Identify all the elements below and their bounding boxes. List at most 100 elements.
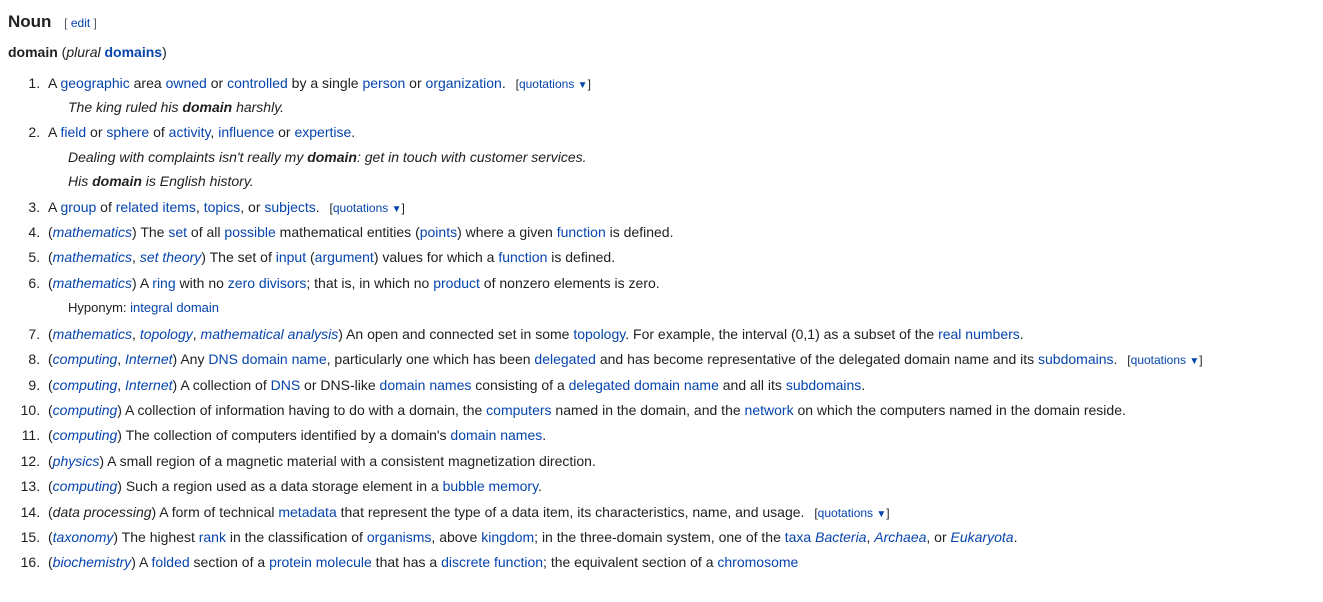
wikilink[interactable]: domain names	[450, 427, 542, 443]
context-link[interactable]: mathematics	[53, 249, 132, 265]
wikilink[interactable]: domain names	[380, 377, 472, 393]
context-link[interactable]: physics	[53, 453, 100, 469]
wikilink[interactable]: activity	[169, 124, 211, 140]
context-link[interactable]: mathematics	[53, 224, 132, 240]
wikilink[interactable]: possible	[224, 224, 275, 240]
definition-item: A field or sphere of activity, influence…	[44, 121, 1315, 192]
wikilink[interactable]: folded	[152, 554, 190, 570]
context-link[interactable]: topology	[140, 326, 193, 342]
quotations-toggle[interactable]: [quotations ▼]	[814, 506, 889, 520]
chevron-down-icon[interactable]: ▼	[578, 80, 588, 91]
wikilink[interactable]: person	[362, 75, 405, 91]
bracket-open: [	[64, 16, 71, 30]
wikilink[interactable]: delegated	[569, 377, 631, 393]
quotations-link[interactable]: quotations ▼	[519, 77, 588, 91]
wikilink[interactable]: sphere	[106, 124, 149, 140]
wikilink[interactable]: organization	[426, 75, 502, 91]
wikilink[interactable]: items	[162, 199, 195, 215]
headword-line: domain (plural domains)	[8, 41, 1315, 63]
definition-text: (physics) A small region of a magnetic m…	[48, 453, 596, 469]
context-link[interactable]: Bacteria	[815, 529, 866, 545]
wikilink[interactable]: domain name	[634, 377, 719, 393]
usage-example: The king ruled his domain harshly.	[68, 96, 1315, 118]
wikilink[interactable]: geographic	[60, 75, 129, 91]
wikilink[interactable]: set	[168, 224, 187, 240]
context-link[interactable]: Eukaryota	[951, 529, 1014, 545]
wikilink[interactable]: kingdom	[481, 529, 534, 545]
wikilink[interactable]: subdomains	[786, 377, 862, 393]
wikilink[interactable]: function	[494, 554, 543, 570]
quotations-link[interactable]: quotations ▼	[1131, 353, 1200, 367]
chevron-down-icon[interactable]: ▼	[876, 509, 886, 520]
context-link[interactable]: Archaea	[874, 529, 926, 545]
quotations-link[interactable]: quotations ▼	[818, 506, 887, 520]
wikilink[interactable]: subjects	[264, 199, 315, 215]
wikilink[interactable]: owned	[166, 75, 207, 91]
wikilink[interactable]: organisms	[367, 529, 432, 545]
context-link[interactable]: biochemistry	[53, 554, 132, 570]
chevron-down-icon[interactable]: ▼	[1189, 356, 1199, 367]
chevron-down-icon[interactable]: ▼	[392, 204, 402, 215]
context-link[interactable]: mathematics	[53, 326, 132, 342]
wikilink[interactable]: network	[745, 402, 794, 418]
wikilink[interactable]: chromosome	[717, 554, 798, 570]
quotations-toggle[interactable]: [quotations ▼]	[1127, 353, 1202, 367]
wikilink[interactable]: points	[420, 224, 457, 240]
wikilink[interactable]: domain name	[242, 351, 327, 367]
wikilink[interactable]: delegated	[534, 351, 596, 367]
wikilink[interactable]: DNS	[208, 351, 238, 367]
wikilink[interactable]: related	[116, 199, 159, 215]
quotations-link[interactable]: quotations ▼	[333, 201, 402, 215]
definition-item: (physics) A small region of a magnetic m…	[44, 450, 1315, 472]
wikilink[interactable]: function	[557, 224, 606, 240]
context-link[interactable]: mathematical analysis	[201, 326, 339, 342]
wikilink[interactable]: group	[60, 199, 96, 215]
context-link[interactable]: computing	[53, 377, 118, 393]
definition-text: A field or sphere of activity, influence…	[48, 124, 355, 140]
context-link[interactable]: Internet	[125, 351, 172, 367]
quotations-toggle[interactable]: [quotations ▼]	[516, 77, 591, 91]
edit-section: [ edit ]	[64, 16, 97, 30]
definition-item: (mathematics) A ring with no zero diviso…	[44, 272, 1315, 319]
context-link[interactable]: Internet	[125, 377, 172, 393]
wikilink[interactable]: ring	[152, 275, 175, 291]
wikilink[interactable]: rank	[199, 529, 226, 545]
edit-link[interactable]: edit	[71, 16, 90, 30]
wikilink[interactable]: metadata	[278, 504, 336, 520]
wikilink[interactable]: field	[60, 124, 86, 140]
context-link[interactable]: set theory	[140, 249, 201, 265]
wikilink[interactable]: influence	[218, 124, 274, 140]
wikilink[interactable]: function	[498, 249, 547, 265]
wikilink[interactable]: molecule	[316, 554, 372, 570]
quotations-toggle[interactable]: [quotations ▼]	[330, 201, 405, 215]
definition-item: (computing) The collection of computers …	[44, 424, 1315, 446]
plural-form[interactable]: domains	[104, 44, 162, 60]
wikilink[interactable]: controlled	[227, 75, 288, 91]
context-link[interactable]: mathematics	[53, 275, 132, 291]
wikilink[interactable]: expertise	[294, 124, 351, 140]
definition-item: (biochemistry) A folded section of a pro…	[44, 551, 1315, 573]
wikilink[interactable]: bubble memory	[443, 478, 538, 494]
usage-example: His domain is English history.	[68, 170, 1315, 192]
wikilink[interactable]: taxa	[785, 529, 811, 545]
context-link[interactable]: computing	[53, 427, 118, 443]
wikilink[interactable]: argument	[315, 249, 374, 265]
wikilink[interactable]: zero divisors	[228, 275, 307, 291]
wikilink[interactable]: input	[276, 249, 306, 265]
wikilink[interactable]: real numbers	[938, 326, 1020, 342]
context-link[interactable]: computing	[53, 478, 118, 494]
definition-text: (computing) The collection of computers …	[48, 427, 546, 443]
wikilink[interactable]: topics	[204, 199, 241, 215]
wikilink[interactable]: integral domain	[130, 300, 219, 315]
wikilink[interactable]: protein	[269, 554, 312, 570]
context-link[interactable]: taxonomy	[53, 529, 114, 545]
wikilink[interactable]: product	[433, 275, 480, 291]
wikilink[interactable]: subdomains	[1038, 351, 1114, 367]
heading-text: Noun	[8, 12, 51, 31]
context-link[interactable]: computing	[53, 351, 118, 367]
wikilink[interactable]: computers	[486, 402, 551, 418]
wikilink[interactable]: topology	[573, 326, 625, 342]
wikilink[interactable]: DNS	[271, 377, 301, 393]
wikilink[interactable]: discrete	[441, 554, 490, 570]
context-link[interactable]: computing	[53, 402, 118, 418]
